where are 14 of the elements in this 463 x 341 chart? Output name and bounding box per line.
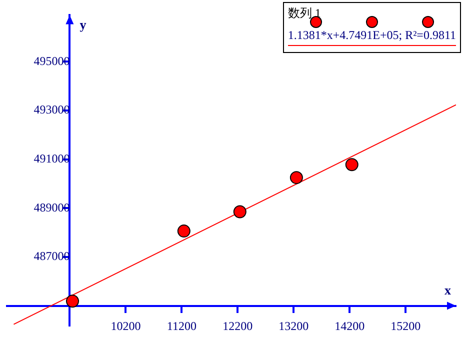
x-tick-label: 11200 [166, 319, 196, 334]
x-tick-label: 14200 [334, 319, 365, 334]
y-axis-title: y [80, 17, 87, 32]
point [66, 294, 80, 308]
point [290, 171, 303, 184]
x-tick-label: 10200 [110, 319, 141, 334]
point [345, 158, 358, 172]
legend-label: 1.1381*x+4.7491E+05; R²=0.9811 [288, 28, 456, 43]
x-tick-label: 12200 [222, 319, 253, 334]
point [177, 224, 190, 238]
x-axis-title: x [444, 282, 452, 298]
x-tick-label: 13200 [278, 319, 309, 334]
x-tick-label: 15200 [390, 319, 421, 334]
point [233, 205, 246, 218]
